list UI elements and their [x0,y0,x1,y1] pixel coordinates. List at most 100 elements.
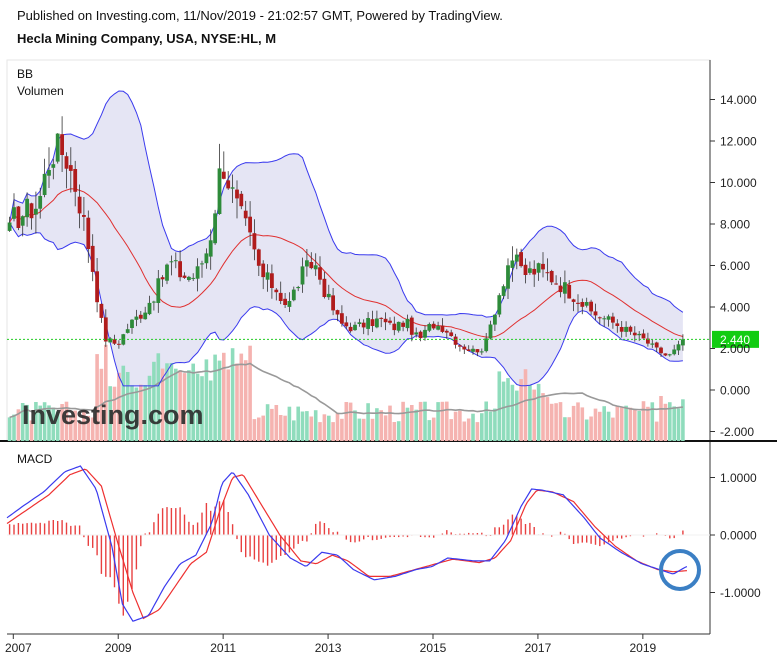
candle-body [471,348,475,352]
candle-body [82,215,86,217]
volume-bar [86,415,91,441]
volume-bar [484,401,488,441]
volume-bar [313,410,318,441]
candle-body [637,333,642,336]
candle-body [235,189,239,199]
candle-body [427,324,432,331]
volume-bar [510,384,515,441]
candle-body [615,323,620,326]
candle-body [353,324,357,331]
candle-body [484,338,489,352]
symbol-title: Hecla Mining Company, USA, NYSE:HL, M [17,31,277,46]
volume-bar [423,401,427,441]
volume-bar [147,375,152,441]
candle-body [16,206,21,228]
volume-bar [633,409,637,441]
volume-bar [353,410,357,441]
candle-body [431,323,436,329]
published-caption: Published on Investing.com, 11/Nov/2019 … [17,8,503,23]
candle-body [401,322,405,327]
volume-bar [47,405,51,441]
volume-bar [208,380,213,441]
volume-bar [112,386,117,441]
volume-bar [462,421,467,441]
candle-body [173,260,178,262]
candle-body [274,289,279,293]
volume-bar [436,402,440,441]
volume-bar [606,411,611,441]
volume-bar [681,399,685,441]
volume-bar [668,402,672,441]
candle-body [563,282,567,294]
volume-bar [501,381,506,441]
candle-body [545,272,550,274]
candle-body [488,324,493,339]
volume-bar [427,420,432,441]
volume-bar [117,372,121,441]
candle-body [51,164,56,168]
candle-body [606,316,611,320]
volume-bar [25,404,29,441]
volume-bar [270,408,274,441]
candle-body [667,354,672,356]
candle-body [143,312,148,320]
candle-body [55,133,60,162]
volume-bar [554,403,558,441]
candle-body [165,264,169,281]
candle-body [99,303,104,318]
candle-body [108,338,113,343]
volume-bar [139,384,143,441]
candle-body [64,156,69,169]
watermark-text: Investing.com [22,400,204,430]
candle-body [375,318,379,328]
volume-bar [628,407,633,441]
price-tick-label: 6.000 [720,259,750,273]
volume-bar [283,415,287,441]
volume-bar [300,411,305,441]
candle-body [326,293,331,298]
volume-bar [243,360,248,441]
volume-bar [165,363,169,441]
candle-body [418,331,423,339]
volume-bar [195,373,200,441]
volume-bar [261,415,265,441]
volume-bar [646,406,650,441]
time-tick-label: 2007 [5,641,32,655]
candle-body [335,310,340,315]
bb-label: BB [17,67,33,81]
macd-tick-label: 1.0000 [720,471,757,485]
candle-body [147,302,152,315]
price-tick-label: 8.000 [720,218,750,232]
volume-bar [480,413,484,441]
volume-bar [641,401,646,441]
volume-bar [370,418,375,441]
volume-bar [541,393,545,441]
volume-bar [558,402,563,441]
last-price-badge [712,330,759,348]
candle-body [217,168,222,214]
volume-bar [222,352,226,441]
volume-bar [497,371,502,441]
candle-body [462,346,467,350]
candle-body [322,278,327,297]
candle-body [444,330,449,333]
price-tick-label: -2.000 [720,425,754,439]
volume-bar [624,405,628,441]
candle-body [313,265,318,270]
candle-body [248,216,252,233]
bb-middle-line [9,188,684,338]
candle-body [256,249,261,266]
candle-body [278,292,283,301]
candle-body [475,349,480,353]
candle-body [195,266,200,279]
volume-bar [584,419,589,441]
candle-body [270,273,274,288]
volume-bar [396,421,401,441]
candle-body [38,196,43,209]
highlight-circle-marker [659,549,701,591]
candle-body [641,333,646,339]
candle-body [309,262,314,269]
volume-bar [287,406,292,441]
candle-body [239,193,244,207]
